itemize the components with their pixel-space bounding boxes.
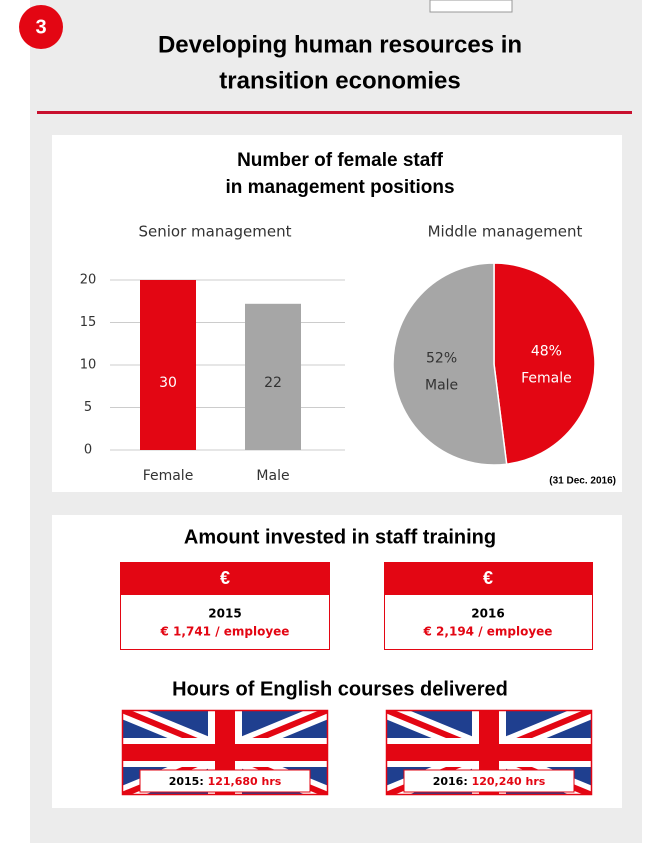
x-tick-label: Female [143,468,194,484]
y-tick-label: 0 [84,443,92,458]
slice-label: Female [521,371,572,387]
hours-label: 2015: 121,680 hrs [169,775,282,788]
flag: 2016: 120,240 hrs [386,710,592,795]
pie-slice [493,262,596,466]
euro-icon: € [483,568,493,588]
year: 2015 [208,607,241,621]
pie-slice [392,262,508,466]
bar-annotation: 30 [159,375,177,391]
bar-annotation: 22 [264,375,282,391]
top-tab [429,0,513,13]
y-tick-label: 10 [80,358,97,373]
badge [19,5,63,49]
amount: € 1,741 / employee [160,625,290,639]
chart-title: Senior management [138,223,291,241]
slice-label: Male [425,377,458,393]
bar [245,303,301,450]
x-tick-label: Male [256,468,289,484]
slice-value: 52% [426,350,457,366]
euro-icon: € [220,568,230,588]
card-title: Hours of English courses delivered [172,678,508,700]
chart-title: Middle management [428,223,583,241]
card-title: in management positions [225,177,454,198]
card-title: Number of female staff [237,150,444,171]
amount: € 2,194 / employee [423,625,553,639]
training-box: € 2015 € 1,741 / employee [120,562,330,650]
note: (31 Dec. 2016) [549,476,616,487]
pie-chart: 48% Female 52% Male [392,262,596,466]
hours-label: 2016: 120,240 hrs [433,775,546,788]
bar-chart: 0 5 10 15 20 30 Female 22 Male [80,273,345,484]
training-box: € 2016 € 2,194 / employee [384,562,593,650]
flag: 2015: 121,680 hrs [122,710,328,795]
badge-number: 3 [35,16,46,38]
bar [140,280,196,450]
y-tick-label: 20 [80,273,97,288]
title: transition economies [219,67,460,94]
slice-value: 48% [531,344,562,360]
year: 2016 [471,607,504,621]
title: Developing human resources in [158,31,522,58]
divider [37,111,632,114]
y-tick-label: 5 [84,400,92,415]
card-title: Amount invested in staff training [184,526,496,548]
y-tick-label: 15 [80,315,97,330]
